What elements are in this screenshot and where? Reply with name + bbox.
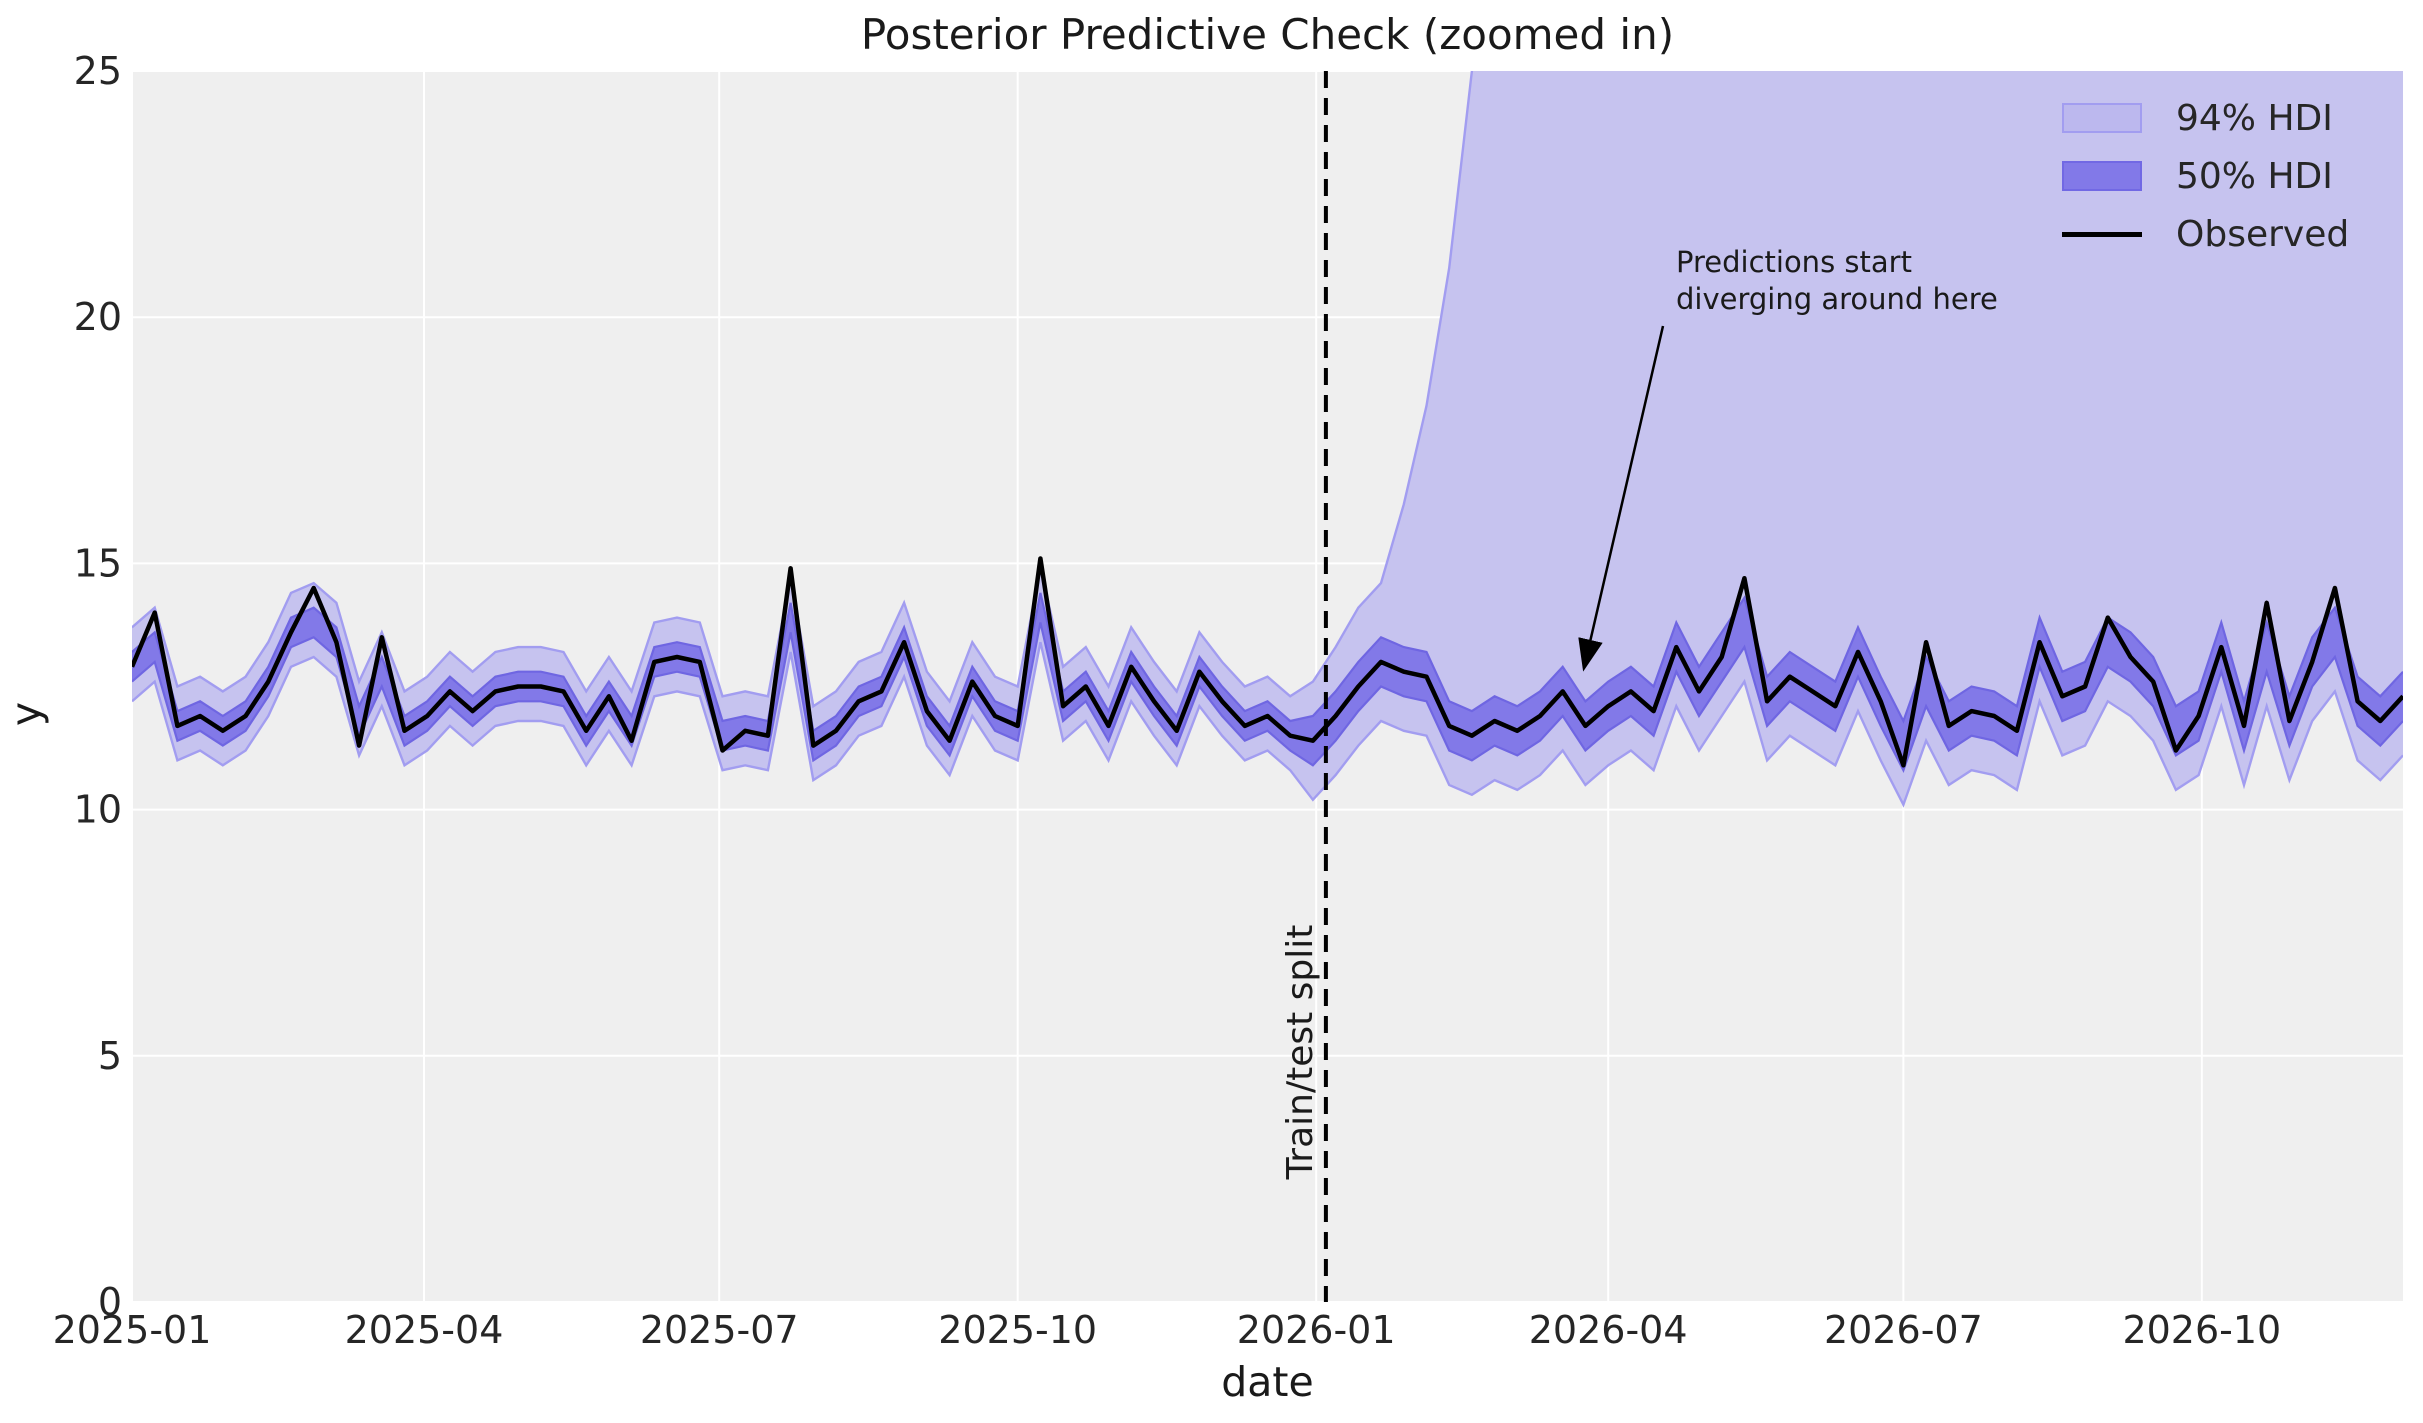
x-tick-label: 2026-10 bbox=[2122, 1308, 2281, 1352]
observed-line bbox=[132, 556, 2403, 768]
y-tick-label: 25 bbox=[74, 49, 122, 93]
split-label: Train/test split bbox=[1280, 925, 1321, 1181]
annotation-line2: diverging around here bbox=[1676, 282, 1998, 316]
hdi94-band bbox=[132, 71, 2403, 805]
legend-item-50-hdi: 50% HDI bbox=[2062, 154, 2349, 198]
observed-line-layer bbox=[132, 556, 2403, 768]
legend-label-94: 94% HDI bbox=[2176, 97, 2333, 139]
y-tick-label: 5 bbox=[98, 1034, 122, 1078]
legend-item-observed: Observed bbox=[2062, 212, 2349, 256]
tick-labels: 2025-01 2025-04 2025-07 2025-10 2026-01 2026-… bbox=[53, 49, 2282, 1352]
hdi50-lower-edge bbox=[132, 622, 2403, 773]
x-tick-label: 2026-07 bbox=[1824, 1308, 1983, 1352]
observed-line-swatch-icon bbox=[2062, 231, 2142, 237]
hdi50-swatch-icon bbox=[2062, 161, 2142, 191]
hdi50-upper-edge bbox=[132, 592, 2403, 733]
legend-item-94-hdi: 94% HDI bbox=[2062, 96, 2349, 140]
annotation-line1: Predictions start bbox=[1676, 245, 1912, 279]
chart-title: Posterior Predictive Check (zoomed in) bbox=[860, 10, 1675, 59]
annotation-arrow bbox=[1578, 325, 1665, 672]
y-tick-label: 0 bbox=[98, 1280, 122, 1324]
legend-label-observed: Observed bbox=[2176, 213, 2350, 255]
x-axis-label: date bbox=[1221, 1358, 1314, 1406]
x-tick-label: 2025-07 bbox=[640, 1308, 799, 1352]
y-tick-label: 10 bbox=[74, 788, 122, 832]
x-tick-label: 2026-04 bbox=[1529, 1308, 1688, 1352]
x-tick-label: 2025-10 bbox=[938, 1308, 1097, 1352]
x-tick-label: 2025-04 bbox=[345, 1308, 504, 1352]
hdi50-band bbox=[132, 592, 2403, 771]
hdi-bands bbox=[132, 71, 2403, 808]
hdi94-swatch-icon bbox=[2062, 103, 2142, 133]
annotation: Predictions start diverging around here bbox=[1578, 245, 1998, 672]
y-tick-label: 20 bbox=[74, 295, 122, 339]
hdi94-upper-edge bbox=[132, 71, 1474, 709]
legend-label-50: 50% HDI bbox=[2176, 155, 2333, 197]
x-tick-label: 2026-01 bbox=[1237, 1308, 1396, 1352]
hdi94-lower-edge bbox=[132, 641, 2403, 808]
y-axis-label: y bbox=[2, 701, 50, 727]
y-tick-label: 15 bbox=[74, 541, 122, 585]
x-tick-label: 2025-01 bbox=[53, 1308, 212, 1352]
legend: 94% HDI 50% HDI Observed bbox=[2062, 96, 2349, 256]
